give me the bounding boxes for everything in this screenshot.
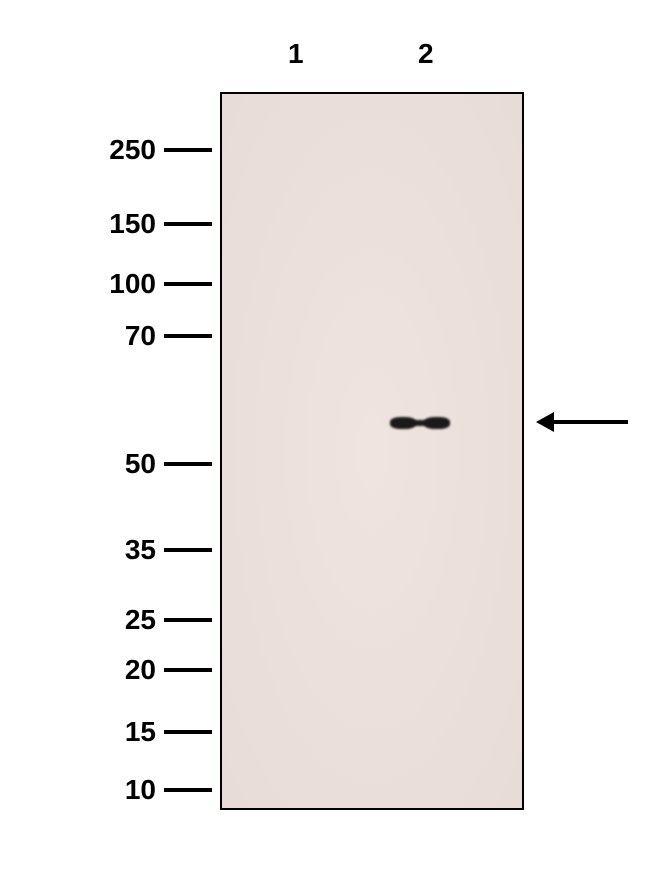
- mw-label-25: 25: [125, 604, 156, 636]
- mw-tick-25: [164, 618, 212, 622]
- protein-band-lane2: [390, 416, 450, 430]
- mw-tick-35: [164, 548, 212, 552]
- lane-label-1: 1: [288, 38, 304, 70]
- mw-tick-70: [164, 334, 212, 338]
- mw-tick-50: [164, 462, 212, 466]
- mw-tick-100: [164, 282, 212, 286]
- mw-label-15: 15: [125, 716, 156, 748]
- mw-label-250: 250: [109, 134, 156, 166]
- mw-label-70: 70: [125, 320, 156, 352]
- band-indicator-arrow: [536, 412, 636, 432]
- mw-label-10: 10: [125, 774, 156, 806]
- mw-tick-15: [164, 730, 212, 734]
- mw-label-100: 100: [109, 268, 156, 300]
- blot-background: [222, 94, 522, 808]
- blot-membrane: [220, 92, 524, 810]
- arrow-shaft: [548, 420, 628, 424]
- mw-label-35: 35: [125, 534, 156, 566]
- mw-label-150: 150: [109, 208, 156, 240]
- western-blot-figure: 1 2 250 150 100 70 50 35 25 20 15 10: [0, 0, 650, 870]
- mw-tick-20: [164, 668, 212, 672]
- mw-tick-10: [164, 788, 212, 792]
- lane-label-2: 2: [418, 38, 434, 70]
- mw-label-20: 20: [125, 654, 156, 686]
- mw-tick-250: [164, 148, 212, 152]
- mw-label-50: 50: [125, 448, 156, 480]
- mw-tick-150: [164, 222, 212, 226]
